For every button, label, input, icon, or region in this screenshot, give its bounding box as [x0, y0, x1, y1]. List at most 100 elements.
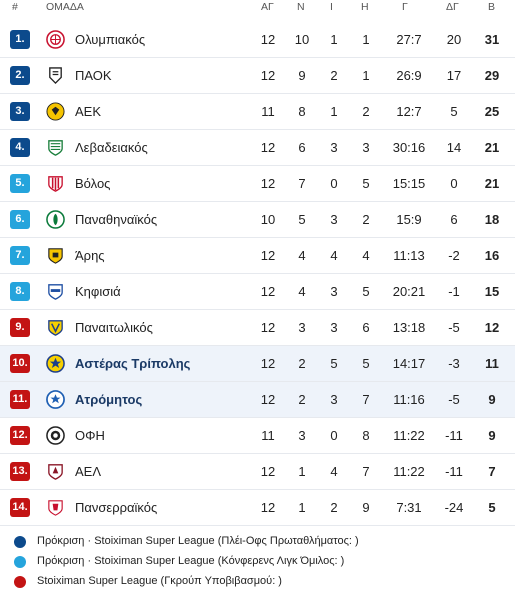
table-row[interactable]: 13. ΑΕΛ 12 1 4 7 11:22 -11 7 — [0, 454, 515, 490]
team-name[interactable]: ΟΦΗ — [75, 428, 105, 443]
legend-item: Πρόκριση · Stoiximan Super League (Κόνφε… — [0, 552, 515, 572]
header-drawn: Ι — [330, 1, 333, 13]
table-row[interactable]: 8. Κηφισιά 12 4 3 5 20:21 -1 15 — [0, 274, 515, 310]
cell-diff: 17 — [446, 68, 462, 83]
team-name[interactable]: Βόλος — [75, 176, 111, 191]
cell-drawn: 3 — [330, 284, 338, 299]
aris-logo — [46, 246, 65, 265]
cell-diff: -5 — [448, 320, 460, 335]
team-name[interactable]: Λεβαδειακός — [75, 140, 148, 155]
cell-goals: 11:16 — [393, 392, 425, 407]
cell-drawn: 1 — [330, 32, 338, 47]
team-name[interactable]: Αστέρας Τρίπολης — [75, 356, 191, 371]
cell-won: 6 — [298, 140, 306, 155]
cell-played: 12 — [260, 68, 276, 83]
cell-won: 8 — [298, 104, 306, 119]
cell-won: 2 — [298, 392, 306, 407]
table-row[interactable]: 2. ΠΑΟΚ 12 9 2 1 26:9 17 29 — [0, 58, 515, 94]
cell-diff: -5 — [448, 392, 460, 407]
cell-goals: 20:21 — [392, 284, 426, 299]
cell-goals: 15:15 — [392, 176, 426, 191]
row-divider — [0, 129, 515, 130]
cell-lost: 5 — [362, 356, 370, 371]
cell-diff: -1 — [448, 284, 460, 299]
table-row[interactable]: 14. Πανσερραϊκός 12 1 2 9 7:31 -24 5 — [0, 490, 515, 526]
cell-played: 12 — [260, 32, 276, 47]
team-name[interactable]: Ολυμπιακός — [75, 32, 146, 47]
cell-drawn: 1 — [330, 104, 338, 119]
table-row[interactable]: 7. Άρης 12 4 4 4 11:13 -2 16 — [0, 238, 515, 274]
table-row[interactable]: 3. ΑΕΚ 11 8 1 2 12:7 5 25 — [0, 94, 515, 130]
levadiakos-logo — [46, 138, 65, 157]
cell-played: 12 — [260, 320, 276, 335]
cell-played: 12 — [260, 500, 276, 515]
cell-goals: 11:13 — [393, 248, 425, 263]
header-diff: ΔΓ — [446, 1, 459, 13]
team-name[interactable]: Κηφισιά — [75, 284, 121, 299]
paok-logo — [46, 66, 65, 85]
legend-text: Πρόκριση · Stoiximan Super League (Πλέι-… — [37, 535, 359, 547]
row-divider — [0, 57, 515, 58]
table-row[interactable]: 12. ΟΦΗ 11 3 0 8 11:22 -11 9 — [0, 418, 515, 454]
cell-drawn: 2 — [330, 500, 338, 515]
table-row[interactable]: 1. Ολυμπιακός 12 10 1 1 27:7 20 31 — [0, 22, 515, 58]
cell-lost: 1 — [362, 68, 370, 83]
team-name[interactable]: Άρης — [75, 248, 105, 263]
cell-points: 15 — [484, 284, 500, 299]
cell-goals: 13:18 — [392, 320, 426, 335]
cell-points: 18 — [484, 212, 500, 227]
cell-points: 21 — [484, 176, 500, 191]
table-row[interactable]: 5. Βόλος 12 7 0 5 15:15 0 21 — [0, 166, 515, 202]
rank-badge: 2. — [10, 66, 30, 85]
rank-badge: 1. — [10, 30, 30, 49]
cell-played: 11 — [261, 104, 275, 119]
table-row[interactable]: 9. Παναιτωλικός 12 3 3 6 13:18 -5 12 — [0, 310, 515, 346]
cell-lost: 9 — [362, 500, 370, 515]
legend-dot — [14, 576, 26, 588]
cell-lost: 7 — [362, 392, 370, 407]
rank-badge: 12. — [10, 426, 30, 445]
cell-drawn: 2 — [330, 68, 338, 83]
legend-item: Πρόκριση · Stoiximan Super League (Πλέι-… — [0, 532, 515, 552]
team-name[interactable]: Ατρόμητος — [75, 392, 143, 407]
cell-won: 4 — [298, 284, 306, 299]
team-name[interactable]: ΑΕΚ — [75, 104, 102, 119]
cell-points: 21 — [484, 140, 500, 155]
header-goals: Γ — [402, 1, 408, 13]
cell-drawn: 0 — [330, 176, 338, 191]
cell-points: 9 — [488, 392, 496, 407]
asteras-logo — [46, 354, 65, 373]
cell-played: 11 — [261, 428, 275, 443]
rank-badge: 13. — [10, 462, 30, 481]
cell-goals: 11:22 — [393, 428, 425, 443]
cell-points: 16 — [484, 248, 500, 263]
header-won: Ν — [297, 1, 305, 13]
cell-lost: 6 — [362, 320, 370, 335]
cell-goals: 14:17 — [392, 356, 426, 371]
team-name[interactable]: ΠΑΟΚ — [75, 68, 112, 83]
cell-played: 12 — [260, 248, 276, 263]
cell-lost: 8 — [362, 428, 370, 443]
header-team: ΟΜΑΔΑ — [46, 1, 84, 13]
team-name[interactable]: ΑΕΛ — [75, 464, 102, 479]
table-header: # ΟΜΑΔΑ ΑΓ Ν Ι Η Γ ΔΓ Β — [0, 0, 515, 14]
cell-won: 1 — [298, 500, 306, 515]
team-name[interactable]: Παναθηναϊκός — [75, 212, 158, 227]
table-row[interactable]: 11. Ατρόμητος 12 2 3 7 11:16 -5 9 — [0, 382, 515, 418]
cell-played: 12 — [260, 140, 276, 155]
team-name[interactable]: Παναιτωλικός — [75, 320, 153, 335]
table-row[interactable]: 10. Αστέρας Τρίπολης 12 2 5 5 14:17 -3 11 — [0, 346, 515, 382]
cell-drawn: 5 — [330, 356, 338, 371]
cell-played: 12 — [260, 356, 276, 371]
rank-badge: 14. — [10, 498, 30, 517]
header-played: ΑΓ — [261, 1, 274, 13]
cell-won: 2 — [298, 356, 306, 371]
olympiacos-logo — [46, 30, 65, 49]
rank-badge: 5. — [10, 174, 30, 193]
table-row[interactable]: 4. Λεβαδειακός 12 6 3 3 30:16 14 21 — [0, 130, 515, 166]
team-name[interactable]: Πανσερραϊκός — [75, 500, 158, 515]
cell-diff: 20 — [446, 32, 462, 47]
cell-played: 10 — [260, 212, 276, 227]
cell-drawn: 0 — [330, 428, 338, 443]
table-row[interactable]: 6. Παναθηναϊκός 10 5 3 2 15:9 6 18 — [0, 202, 515, 238]
